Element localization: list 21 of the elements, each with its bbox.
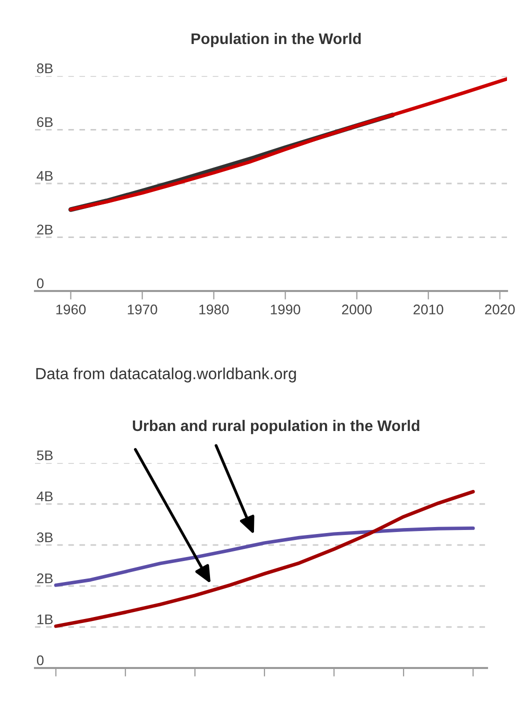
y-tick-label: 6B xyxy=(37,117,53,128)
x-tick-label: 1970 xyxy=(128,304,158,314)
y-tick-label: 4B xyxy=(36,492,53,502)
y-tick-label: 2B xyxy=(37,573,53,584)
x-tick-label: 1980 xyxy=(199,304,229,314)
x-tick-label: 2000 xyxy=(342,304,372,314)
y-tick-label: 0 xyxy=(36,655,44,666)
y-tick-label: 4B xyxy=(36,171,53,181)
y-tick-label: 0 xyxy=(36,278,44,288)
x-tick-label: 2010 xyxy=(414,304,444,314)
y-tick-label: 3B xyxy=(36,532,53,542)
y-tick-label: 5B xyxy=(36,450,53,460)
x-tick-label: 2020 xyxy=(485,304,515,314)
x-tick-label: 1960 xyxy=(56,304,86,314)
chart-title: Urban and rural population in the World xyxy=(132,420,420,434)
text: Data from datacatalog.worldbank.org xyxy=(36,368,296,382)
y-tick-label: 8B xyxy=(36,63,53,74)
chart-title: Population in the World xyxy=(192,32,361,48)
x-tick-label: 1990 xyxy=(270,304,300,314)
y-tick-label: 1B xyxy=(37,614,53,624)
y-tick-label: 2B xyxy=(37,224,53,234)
